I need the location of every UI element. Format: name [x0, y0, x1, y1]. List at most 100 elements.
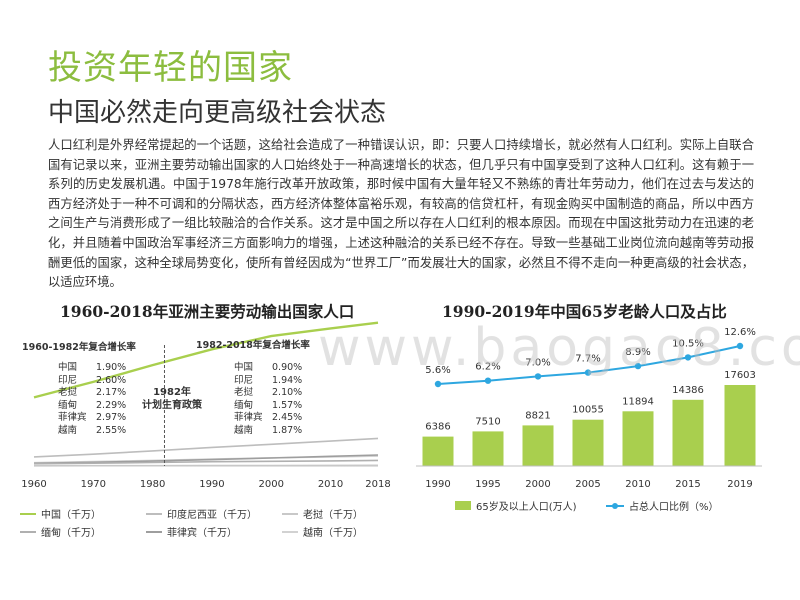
chart-2-title: 1990-2019年中国65岁老龄人口及占比 — [442, 302, 727, 321]
legend-item-philippines: 菲律宾（千万） — [146, 524, 237, 539]
chart-1-title: 1960-2018年亚洲主要劳动输出国家人口 — [60, 302, 355, 321]
rate-value: 2.55% — [96, 424, 127, 436]
x-tick-label: 1980 — [140, 479, 165, 490]
rate-country: 中国 — [234, 362, 254, 373]
bar-value-label: 7510 — [475, 416, 500, 427]
bar-elderly-2000 — [522, 425, 554, 466]
rate-country: 老挝 — [58, 387, 78, 399]
rate-country: 印尼 — [234, 374, 254, 386]
legend-swatch-china — [20, 512, 36, 515]
bar-elderly-1990 — [422, 436, 454, 466]
rate-row: 缅甸 1.57% — [234, 400, 302, 413]
policy-annotation-line: 计划生育政策 — [142, 400, 202, 411]
rate-value: 1.57% — [272, 399, 303, 411]
rate-value: 2.10% — [272, 387, 303, 399]
bar-elderly-1995 — [472, 431, 504, 466]
legend-item-elderly-pop: 65岁及以上人口(万人) — [455, 498, 577, 513]
rate-row: 菲律宾 2.45% — [234, 412, 302, 425]
x-tick-label: 2019 — [727, 479, 752, 490]
legend-label-china: 中国（千万） — [41, 510, 101, 521]
x-tick-label: 2005 — [575, 479, 600, 490]
legend-swatch-myanmar — [20, 530, 36, 533]
rate-row: 越南 1.87% — [234, 425, 302, 438]
series-line-4 — [33, 454, 379, 465]
legend-label-indonesia: 印度尼西亚（千万） — [167, 510, 257, 521]
x-tick-label: 1960 — [21, 479, 46, 490]
rates-after-title: 1982-2018年复合增长率 — [196, 340, 310, 351]
x-tick-label: 2000 — [525, 479, 550, 490]
rate-value: 2.60% — [96, 374, 127, 386]
legend-label-philippines: 菲律宾（千万） — [167, 528, 237, 539]
series-line-2 — [33, 464, 379, 467]
series-line-1 — [33, 437, 379, 458]
rates-after-list: 中国 0.90% 印尼 1.94% 老挝 2.10% 缅甸 1.57% 菲律宾 2.45% 越南 1.… — [234, 362, 302, 438]
rate-row: 缅甸 2.29% — [58, 400, 126, 413]
rate-country: 越南 — [58, 424, 78, 436]
rates-before-title: 1960-1982年复合增长率 — [22, 342, 136, 353]
series-line-5 — [33, 455, 379, 464]
rate-row: 老挝 2.17% — [58, 387, 126, 400]
rate-value: 2.45% — [272, 412, 303, 424]
watermark: www.baogao8.com — [318, 318, 800, 378]
rate-value: 0.90% — [272, 362, 303, 373]
rate-row: 印尼 2.60% — [58, 375, 126, 388]
rate-row: 越南 2.55% — [58, 425, 126, 438]
series-line-3 — [33, 459, 379, 465]
rate-country: 印尼 — [58, 374, 78, 386]
rate-row: 印尼 1.94% — [234, 375, 302, 388]
bar-value-label: 14386 — [672, 385, 704, 396]
legend-swatch-laos — [282, 512, 298, 515]
rate-value: 1.94% — [272, 374, 303, 386]
rate-value: 1.87% — [272, 424, 303, 436]
legend-item-myanmar: 缅甸（千万） — [20, 524, 101, 539]
rates-before-list: 中国 1.90% 印尼 2.60% 老挝 2.17% 缅甸 2.29% 菲律宾 2.97% 越南 2.… — [58, 362, 126, 438]
x-tick-label: 1990 — [425, 479, 450, 490]
legend-swatch-philippines — [146, 530, 162, 533]
bar-value-label: 8821 — [525, 410, 550, 421]
policy-annotation-line: 1982年 — [153, 387, 191, 398]
bar-value-label: 11894 — [622, 396, 654, 407]
rate-row: 菲律宾 2.97% — [58, 412, 126, 425]
ratio-point — [434, 380, 442, 388]
bar-elderly-2019 — [724, 385, 756, 466]
body-paragraph: 人口红利是外界经常提起的一个话题，这给社会造成了一种错误认识，即：只要人口持续增… — [48, 138, 754, 290]
rate-country: 缅甸 — [234, 399, 254, 411]
legend-swatch-vietnam — [282, 530, 298, 533]
bar-value-label: 6386 — [425, 422, 450, 433]
rate-row: 中国 0.90% — [234, 362, 302, 375]
legend-label-elderly-ratio: 占总人口比例（%） — [629, 502, 719, 513]
rate-value: 2.29% — [96, 399, 127, 411]
legend-swatch-indonesia — [146, 512, 162, 515]
legend-item-laos: 老挝（千万） — [282, 506, 363, 521]
legend-item-indonesia: 印度尼西亚（千万） — [146, 506, 257, 521]
legend-label-laos: 老挝（千万） — [303, 510, 363, 521]
bar-elderly-2015 — [672, 399, 704, 466]
x-tick-label: 1990 — [199, 479, 224, 490]
ratio-point — [484, 377, 492, 384]
bar-value-label: 10055 — [572, 405, 604, 416]
x-tick-label: 1995 — [475, 479, 500, 490]
legend-item-vietnam: 越南（千万） — [282, 524, 363, 539]
rate-country: 菲律宾 — [234, 412, 263, 424]
rate-value: 1.90% — [96, 362, 127, 373]
x-tick-label: 2010 — [318, 479, 343, 490]
x-tick-label: 2018 — [365, 479, 390, 490]
rate-country: 菲律宾 — [58, 412, 87, 424]
legend-swatch-elderly-ratio — [606, 504, 624, 507]
rate-country: 中国 — [58, 362, 78, 373]
x-tick-label: 2015 — [675, 479, 700, 490]
page-title: 投资年轻的国家 — [48, 48, 293, 88]
rate-country: 越南 — [234, 424, 254, 436]
x-tick-label: 1970 — [81, 479, 106, 490]
legend-label-myanmar: 缅甸（千万） — [41, 528, 101, 539]
policy-annotation: 1982年计划生育政策 — [132, 386, 212, 412]
legend-item-elderly-ratio: 占总人口比例（%） — [606, 498, 719, 513]
bar-elderly-2005 — [572, 419, 604, 466]
rate-row: 老挝 2.10% — [234, 387, 302, 400]
page-subtitle: 中国必然走向更高级社会状态 — [48, 98, 387, 128]
x-tick-label: 2010 — [625, 479, 650, 490]
bar-elderly-2010 — [622, 411, 654, 466]
legend-label-elderly-pop: 65岁及以上人口(万人) — [476, 502, 577, 513]
rate-country: 老挝 — [234, 387, 254, 399]
rate-value: 2.97% — [96, 412, 127, 424]
